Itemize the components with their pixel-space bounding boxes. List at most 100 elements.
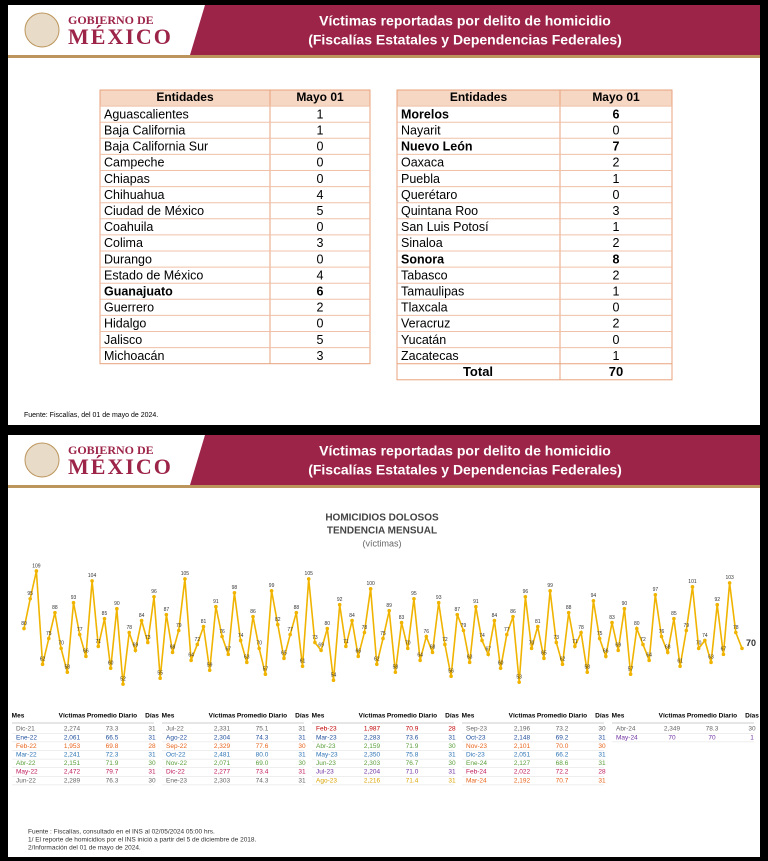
footnote: 1/ El reporte de homicidios por el INS i… (28, 837, 257, 844)
entity-value: 1 (613, 172, 620, 186)
point (46, 636, 51, 641)
point (412, 596, 416, 601)
month-cell: 2,159 (364, 743, 381, 750)
point (517, 680, 521, 684)
month-cell: 28 (448, 726, 456, 733)
entity-name: Zacatecas (401, 349, 459, 363)
point-label: 79 (684, 623, 690, 629)
point (511, 614, 515, 619)
point (251, 614, 255, 619)
month-cell: 30 (748, 726, 756, 733)
slide-1 (8, 5, 760, 425)
header-stripe (8, 485, 760, 488)
entity-value: 7 (613, 140, 620, 154)
month-cell: 30 (298, 743, 306, 750)
month-cell: 74.3 (256, 734, 269, 741)
point (430, 650, 435, 655)
month-header: Promedio Diario (87, 713, 137, 720)
point (90, 579, 94, 583)
month-cell: 2,071 (214, 760, 231, 767)
entity-value: 8 (613, 252, 620, 266)
point (461, 628, 466, 633)
month-cell: 31 (598, 760, 606, 767)
month-cell: May-24 (616, 734, 638, 741)
month-cell: Mar-23 (316, 734, 337, 741)
chart-unit: (víctimas) (363, 538, 402, 548)
point (740, 646, 744, 651)
point-label: 79 (461, 623, 467, 629)
point-label: 63 (708, 655, 714, 661)
entity-name: Veracruz (401, 317, 450, 331)
month-cell: 2,303 (214, 777, 231, 784)
month-cell: 2,289 (64, 777, 81, 784)
point-label: 80 (634, 621, 640, 627)
point-label: 75 (46, 631, 52, 637)
month-cell: 30 (148, 760, 156, 767)
entity-name: Jalisco (104, 333, 142, 347)
header-band (190, 5, 760, 55)
month-header: Días (595, 713, 609, 720)
point (282, 656, 286, 661)
point-label: 65 (541, 651, 547, 657)
point-label: 52 (120, 676, 126, 682)
point (573, 644, 577, 649)
brand-top: GOBIERNO DE (68, 443, 154, 457)
month-cell: 31 (148, 734, 156, 741)
month-cell: 73.6 (406, 734, 419, 741)
point-label: 58 (65, 665, 71, 671)
total-label: Total (463, 364, 493, 379)
point-label: 95 (411, 591, 417, 597)
point (665, 650, 670, 655)
point-label: 93 (71, 595, 77, 601)
point (164, 612, 169, 617)
entity-value: 0 (613, 301, 620, 315)
month-cell: 1 (750, 734, 754, 741)
point-label: 56 (448, 669, 454, 675)
point-label: 63 (244, 655, 250, 661)
month-cell: 30 (598, 726, 606, 733)
month-cell: 75.8 (406, 752, 419, 759)
point (399, 620, 404, 625)
point-label: 86 (510, 609, 516, 615)
slide-title: Víctimas reportadas por delito de homici… (319, 13, 611, 29)
point (387, 608, 391, 613)
point (65, 670, 70, 675)
month-cell: 2,216 (364, 777, 381, 784)
point-label: 71 (572, 639, 578, 645)
point-label: 91 (473, 599, 479, 605)
entity-value: 2 (613, 268, 620, 282)
point (183, 577, 187, 581)
month-cell: 2,274 (64, 726, 81, 733)
point-label: 70 (746, 638, 756, 648)
point (53, 610, 57, 615)
month-cell: 66.5 (106, 734, 119, 741)
month-cell: 2,148 (514, 734, 531, 741)
month-cell: 2,022 (514, 769, 531, 776)
month-cell: 31 (148, 726, 156, 733)
point (139, 618, 144, 623)
entity-name: Guanajuato (104, 285, 173, 299)
point (535, 624, 540, 629)
month-cell: 31 (298, 769, 306, 776)
month-header: Víctimas (59, 713, 86, 720)
entity-value: 0 (317, 317, 324, 331)
month-cell: Jul-23 (316, 769, 334, 776)
point-label: 60 (108, 661, 114, 667)
point (604, 654, 608, 659)
table-header-bg (397, 90, 672, 107)
footnote: Fuente : Fiscalías, consultado en el INS… (28, 829, 215, 836)
point-label: 62 (374, 657, 380, 663)
slide-2 (8, 435, 760, 857)
month-cell: 2,192 (514, 777, 531, 784)
point-label: 64 (188, 653, 194, 659)
point-label: 101 (688, 579, 697, 585)
point-label: 61 (300, 659, 306, 665)
point (548, 589, 552, 593)
point-label: 68 (665, 645, 671, 651)
point (616, 648, 621, 653)
point (207, 668, 212, 673)
month-cell: Ene-22 (16, 734, 37, 741)
entity-value: 1 (317, 107, 324, 121)
point-label: 66 (603, 649, 609, 655)
point-label: 96 (151, 589, 157, 595)
